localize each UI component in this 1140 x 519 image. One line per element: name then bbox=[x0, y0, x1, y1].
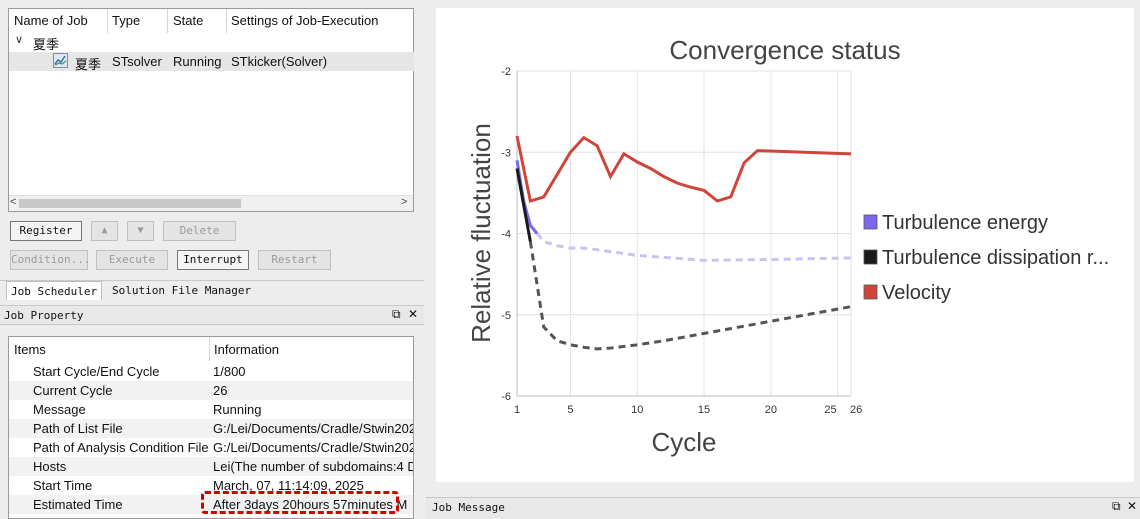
close-icon[interactable]: ✕ bbox=[1127, 499, 1138, 513]
job-state: Running bbox=[173, 54, 222, 69]
series-line bbox=[515, 135, 852, 203]
column-divider bbox=[226, 9, 227, 33]
delete-button[interactable]: Delete bbox=[163, 221, 236, 241]
tab-divider bbox=[0, 280, 424, 281]
move-up-button[interactable]: ▲ bbox=[91, 221, 118, 241]
property-value: March, 07, 11:14:09, 2025 bbox=[213, 478, 364, 493]
y-tick-label: -4 bbox=[501, 229, 511, 241]
table-row[interactable]: 夏季 STsolver Running STkicker(Solver) bbox=[9, 52, 414, 72]
convergence-chart-panel: -2 -3 -4 -5 -6 1 5 10 15 20 25 26 Convergence status… bbox=[436, 8, 1134, 482]
table-row[interactable]: Start Time March, 07, 11:14:09, 2025 bbox=[9, 476, 413, 495]
tab-job-scheduler[interactable]: Job Scheduler bbox=[6, 281, 103, 300]
tab-solution-file-manager[interactable]: Solution File Manager bbox=[112, 284, 252, 297]
legend-label: Turbulence energy bbox=[882, 212, 1048, 234]
property-value: Lei(The number of subdomains:4 D bbox=[213, 459, 414, 474]
move-down-button[interactable]: ▼ bbox=[127, 221, 154, 241]
legend-swatch bbox=[863, 214, 878, 230]
property-key: Message bbox=[33, 402, 86, 417]
property-key: Start Time bbox=[33, 478, 93, 493]
job-property-table[interactable]: Items Information Start Cycle/End Cycle 1… bbox=[8, 336, 414, 519]
execute-button[interactable]: Execute bbox=[96, 250, 168, 270]
table-row[interactable]: Path of List File G:/Lei/Documents/Cradle… bbox=[9, 419, 413, 438]
float-panel-icon[interactable]: ⧉ bbox=[1112, 499, 1121, 513]
column-header-state[interactable]: State bbox=[173, 13, 204, 28]
column-header-settings[interactable]: Settings of Job-Execution bbox=[231, 13, 379, 28]
job-message-titlebar: Job Message ⧉ ✕ bbox=[426, 497, 1140, 519]
column-divider bbox=[107, 9, 108, 33]
float-panel-icon[interactable]: ⧉ bbox=[392, 307, 401, 321]
x-tick-label: 5 bbox=[567, 404, 573, 416]
series-line-dashed bbox=[535, 232, 852, 262]
table-row[interactable]: Start Cycle/End Cycle 1/800 bbox=[9, 362, 413, 381]
scroll-thumb[interactable] bbox=[19, 199, 241, 208]
scroll-left-arrow-icon[interactable]: < bbox=[10, 196, 17, 208]
x-tick-label: 20 bbox=[765, 404, 777, 416]
interrupt-button[interactable]: Interrupt bbox=[177, 250, 249, 270]
restart-button[interactable]: Restart bbox=[258, 250, 331, 270]
column-header-name[interactable]: Name of Job bbox=[14, 13, 88, 28]
property-value: G:/Lei/Documents/Cradle/Stwin202 bbox=[213, 421, 414, 436]
close-icon[interactable]: ✕ bbox=[408, 307, 419, 321]
legend-swatch bbox=[863, 284, 878, 300]
table-row[interactable]: Hosts Lei(The number of subdomains:4 D bbox=[9, 457, 413, 476]
property-key: Start Cycle/End Cycle bbox=[33, 364, 160, 379]
table-header-row: Items Information bbox=[9, 337, 413, 362]
x-tick-label: 15 bbox=[698, 404, 710, 416]
legend-label: Turbulence dissipation r... bbox=[882, 247, 1109, 269]
horizontal-scrollbar[interactable]: < > bbox=[9, 195, 413, 211]
column-divider bbox=[209, 337, 210, 361]
y-tick-label: -3 bbox=[501, 147, 511, 159]
y-axis-label: Relative fluctuation bbox=[466, 123, 496, 343]
x-tick-label: 10 bbox=[631, 404, 643, 416]
condition-button[interactable]: Condition... bbox=[10, 250, 90, 270]
y-tick-label: -2 bbox=[501, 66, 511, 78]
column-header-type[interactable]: Type bbox=[112, 13, 141, 28]
scroll-right-arrow-icon[interactable]: > bbox=[401, 196, 408, 208]
property-value: 1/800 bbox=[213, 364, 246, 379]
property-key: Path of List File bbox=[33, 421, 123, 436]
column-divider bbox=[167, 9, 168, 33]
property-value: G:/Lei/Documents/Cradle/Stwin202 bbox=[213, 440, 414, 455]
job-name: 夏季 bbox=[75, 57, 102, 72]
tree-group-label[interactable]: 夏季 bbox=[33, 37, 60, 52]
job-type: STsolver bbox=[112, 54, 162, 69]
x-axis-label: Cycle bbox=[651, 427, 716, 457]
x-tick-label: 1 bbox=[514, 404, 520, 416]
y-tick-label: -6 bbox=[501, 391, 511, 403]
chart-title: Convergence status bbox=[669, 35, 900, 65]
table-row[interactable]: Message Running bbox=[9, 400, 413, 419]
table-row[interactable]: Path of Analysis Condition File G:/Lei/Do… bbox=[9, 438, 413, 457]
column-header-information: Information bbox=[214, 342, 280, 357]
register-button[interactable]: Register bbox=[10, 221, 82, 241]
series-line bbox=[515, 168, 532, 242]
x-tick-label: 26 bbox=[850, 404, 862, 416]
table-row[interactable]: Estimated Time After 3days 20hours 57minu… bbox=[9, 495, 413, 514]
property-value: Running bbox=[213, 402, 262, 417]
tree-expand-toggle[interactable]: ∨ bbox=[15, 34, 24, 46]
property-key: Hosts bbox=[33, 459, 67, 474]
property-value: 26 bbox=[213, 383, 228, 398]
column-header-items: Items bbox=[14, 342, 46, 357]
job-property-titlebar: Job Property ⧉ ✕ bbox=[0, 305, 424, 325]
table-row[interactable]: Current Cycle 26 bbox=[9, 381, 413, 400]
legend-swatch bbox=[863, 249, 878, 265]
panel-title: Job Property bbox=[4, 309, 84, 322]
x-tick-label: 25 bbox=[824, 404, 836, 416]
y-tick-label: -5 bbox=[501, 310, 511, 322]
job-list[interactable]: Name of Job Type State Settings of Job-E… bbox=[8, 8, 414, 212]
estimated-time-highlight bbox=[201, 491, 399, 514]
property-key: Estimated Time bbox=[33, 497, 123, 512]
panel-title: Job Message bbox=[432, 501, 505, 514]
job-settings: STkicker(Solver) bbox=[231, 54, 328, 69]
property-value: After 3days 20hours 57minutes M bbox=[213, 497, 408, 512]
legend-label: Velocity bbox=[882, 282, 951, 304]
property-key: Path of Analysis Condition File bbox=[33, 440, 209, 455]
job-chart-icon bbox=[53, 53, 68, 68]
property-key: Current Cycle bbox=[33, 383, 113, 398]
series-line-dashed bbox=[528, 241, 852, 351]
